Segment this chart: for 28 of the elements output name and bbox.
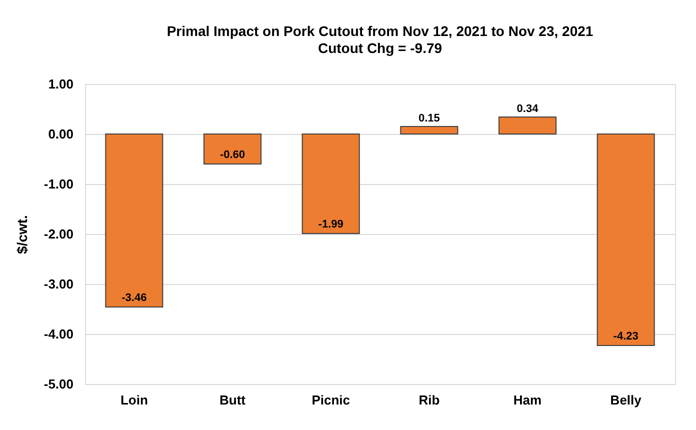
y-tick-label: 0.00 [48, 126, 74, 142]
x-tick-label: Ham [513, 392, 542, 408]
bar [302, 134, 360, 234]
data-label: -1.99 [318, 218, 344, 230]
y-tick-label: -3.00 [44, 276, 74, 292]
x-tick-label: Picnic [312, 392, 350, 408]
y-tick-label: -2.00 [44, 226, 74, 242]
bar [400, 126, 458, 134]
bar [498, 116, 557, 134]
bar [596, 134, 655, 346]
bar [105, 134, 164, 308]
y-tick-label: -5.00 [44, 376, 74, 392]
x-tick-label: Rib [418, 392, 440, 408]
y-tick-label: -1.00 [44, 176, 74, 192]
bar [203, 134, 262, 164]
y-axis-title: $/cwt. [14, 215, 30, 254]
y-tick-label: -4.00 [44, 326, 74, 342]
y-tick-label: 1.00 [48, 76, 74, 92]
data-label: -4.23 [613, 330, 638, 342]
data-label: 0.15 [418, 112, 440, 124]
data-label: -3.46 [122, 292, 147, 304]
data-label: -0.60 [220, 149, 246, 161]
data-label: 0.34 [516, 103, 540, 115]
x-tick-label: Belly [610, 392, 642, 408]
x-tick-label: Loin [120, 392, 148, 408]
chart-title: Primal Impact on Pork Cutout from Nov 12, 2021 to Nov 23, 2021 [166, 23, 594, 39]
chart-subtitle: Cutout Chg = -9.79 [318, 40, 442, 56]
x-tick-label: Butt [220, 392, 246, 408]
